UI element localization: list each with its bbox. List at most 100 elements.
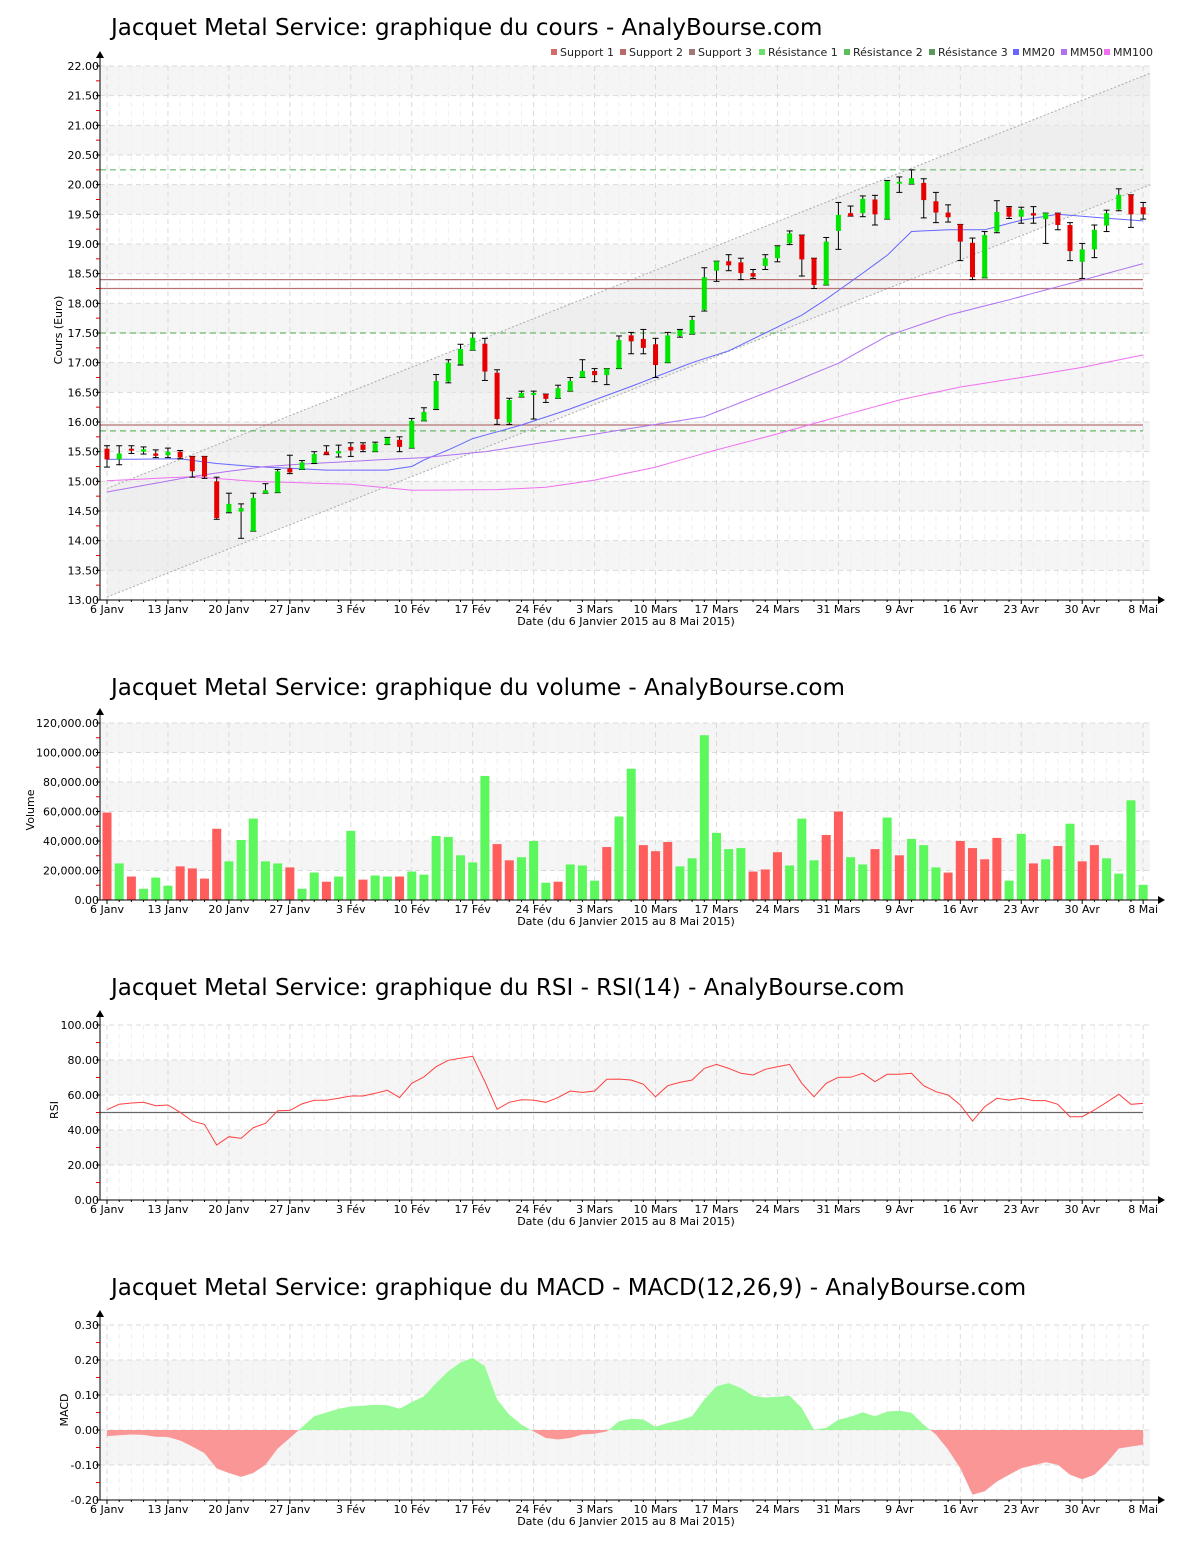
rsi-y-axis-title: RSI	[48, 1101, 61, 1119]
plot-grid	[100, 1024, 1150, 1201]
candle	[725, 254, 732, 272]
y-axis-arrow-icon	[96, 708, 104, 715]
legend-item: Support 2	[620, 46, 683, 59]
volume-bar	[821, 834, 831, 900]
candle	[177, 449, 184, 460]
x-tick-label: 17 Mars	[695, 1503, 739, 1516]
candle	[932, 191, 939, 224]
candle-body	[1043, 213, 1049, 220]
y-tick-label: 21.00	[68, 119, 100, 132]
x-tick-label: 17 Fév	[454, 603, 491, 616]
volume-bar	[748, 871, 758, 900]
candle-body	[1018, 209, 1024, 217]
volume-bar	[724, 849, 734, 900]
candle	[1091, 224, 1098, 259]
volume-bar	[431, 835, 441, 900]
candle-body	[262, 490, 268, 494]
y-tick-label: 13.50	[68, 564, 100, 577]
candle	[762, 254, 769, 271]
candle-body	[531, 392, 537, 395]
x-tick-label: 16 Avr	[943, 903, 979, 916]
candle-body	[116, 453, 122, 460]
volume-bar	[1028, 863, 1038, 900]
volume-bar	[260, 861, 270, 900]
y-tick-label: 15.50	[68, 446, 100, 459]
candle	[396, 436, 403, 453]
grid-band	[100, 782, 1150, 812]
candle-body	[214, 481, 220, 519]
legend-item: Résistance 2	[844, 46, 923, 59]
candle-body	[579, 370, 585, 378]
x-tick-label: 8 Mai	[1128, 903, 1158, 916]
y-tick-label: 40,000.00	[43, 835, 99, 848]
y-axis-arrow-icon	[96, 51, 104, 58]
x-tick-label: 31 Mars	[816, 1203, 860, 1216]
x-tick-label: 3 Mars	[576, 1203, 613, 1216]
volume-bar	[1053, 846, 1063, 900]
candle-body	[738, 262, 744, 274]
candle	[481, 337, 488, 381]
x-tick-label: 3 Mars	[576, 1503, 613, 1516]
volume-bar	[236, 839, 246, 900]
volume-bar	[443, 836, 453, 900]
candle-body	[421, 411, 427, 421]
x-tick-label: 24 Fév	[515, 903, 552, 916]
y-tick-label: 0.10	[75, 1389, 100, 1402]
x-tick-label: 30 Avr	[1064, 903, 1100, 916]
price-y-axis-title: Cours (Euro)	[52, 296, 65, 365]
volume-bar	[980, 859, 990, 900]
y-tick-label: 100.00	[61, 1019, 100, 1032]
volume-bar	[309, 872, 319, 900]
candle-body	[153, 453, 159, 456]
candle-body	[640, 338, 646, 348]
macd-chart-title: Jacquet Metal Service: graphique du MACD…	[109, 1275, 1026, 1301]
channel-upper-line	[106, 72, 1151, 489]
y-tick-label: 80,000.00	[43, 776, 99, 789]
volume-bar	[419, 874, 429, 900]
volume-bar	[638, 845, 648, 900]
x-tick-label: 3 Fév	[336, 1503, 366, 1516]
candle-body	[799, 235, 805, 260]
candle	[555, 384, 562, 399]
candle	[969, 237, 976, 281]
x-tick-label: 3 Fév	[336, 903, 366, 916]
x-tick-label: 30 Avr	[1064, 1503, 1100, 1516]
candle-body	[957, 224, 963, 242]
x-tick-label: 24 Mars	[755, 603, 799, 616]
x-tick-label: 20 Janv	[208, 903, 249, 916]
candle-body	[909, 178, 915, 185]
volume-bar	[797, 818, 807, 900]
grid-band	[100, 244, 1150, 274]
x-tick-label: 8 Mai	[1128, 1503, 1158, 1516]
volume-bar	[126, 876, 136, 900]
price-legend: Support 1 Support 2 Support 3 Résistance 1 R…	[551, 46, 1153, 59]
candle-body	[969, 242, 975, 278]
candle-body	[555, 388, 561, 399]
y-tick-label: 14.00	[68, 535, 100, 548]
y-axis-arrow-icon	[96, 1310, 104, 1317]
legend-swatch	[929, 49, 935, 55]
macd-y-axis-title: MACD	[58, 1394, 71, 1427]
candle-body	[311, 454, 317, 463]
candle	[981, 231, 988, 279]
y-tick-label: 20,000.00	[43, 865, 99, 878]
y-tick-label: 0.20	[75, 1354, 100, 1367]
candle-body	[750, 273, 756, 277]
x-axis-arrow-icon	[1158, 1196, 1165, 1204]
candle-body	[726, 261, 732, 266]
candle-body	[275, 471, 281, 493]
x-tick-label: 24 Mars	[755, 1203, 799, 1216]
y-tick-label: 17.50	[68, 327, 100, 340]
volume-bar	[248, 818, 258, 900]
candle	[884, 180, 891, 220]
candle-body	[689, 319, 695, 335]
y-tick-label: 17.00	[68, 357, 100, 370]
legend-item: MM50	[1061, 46, 1103, 59]
y-tick-label: 120,000.00	[36, 717, 99, 730]
volume-bar	[772, 852, 782, 900]
price-chart: Jacquet Metal Service: graphique du cour…	[52, 15, 1165, 628]
volume-bar	[456, 855, 466, 900]
candle	[676, 328, 683, 338]
candle-body	[762, 258, 768, 266]
volume-bar	[492, 844, 502, 900]
